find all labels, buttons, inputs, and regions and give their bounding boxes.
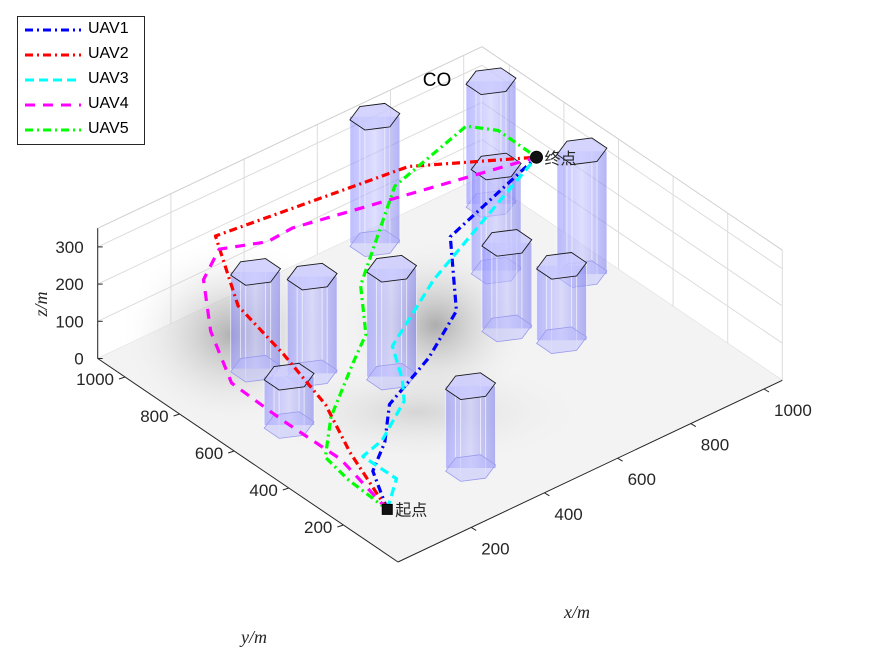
obstacle-top — [365, 254, 418, 283]
x-tick-mark — [470, 526, 477, 531]
x-tick-mark — [690, 423, 697, 428]
y-tick-mark — [228, 450, 235, 454]
legend-item-uav1: UAV1 — [18, 18, 144, 42]
legend-item-uav3: UAV3 — [18, 68, 144, 92]
y-tick-mark — [282, 487, 289, 491]
obstacle-top — [349, 102, 401, 131]
obstacle-base — [445, 454, 497, 482]
obstacle-cylinder — [556, 137, 608, 288]
y-tick-mark — [173, 413, 180, 417]
x-tick-label: 400 — [554, 505, 582, 524]
obstacle-cylinder — [365, 254, 418, 391]
legend-swatch-uav4 — [25, 103, 81, 107]
z-axis-label: z/m — [31, 291, 51, 317]
y-axis-label: y/m — [239, 627, 267, 647]
grid-line — [481, 102, 783, 307]
obstacle-cylinder — [444, 372, 497, 482]
obstacle-top — [556, 137, 608, 166]
legend-label-uav4: UAV4 — [88, 95, 129, 112]
obstacle-cylinders — [230, 67, 608, 482]
x-tick-mark — [617, 457, 623, 462]
y-tick-label: 1000 — [76, 370, 114, 389]
x-tick-mark — [544, 492, 550, 497]
grid-line — [481, 64, 783, 270]
y-tick-label: 800 — [140, 407, 168, 426]
z-tick-label: 100 — [55, 312, 83, 331]
start-marker — [381, 503, 393, 515]
legend-item-uav2: UAV2 — [18, 43, 144, 67]
legend-label-uav5: UAV5 — [88, 120, 129, 137]
obstacle-top — [481, 229, 533, 257]
y-tick-label: 600 — [195, 444, 223, 463]
obstacle-body — [287, 276, 338, 374]
y-axis-line — [97, 358, 399, 563]
obstacle-base — [349, 229, 401, 257]
x-tick-label: 800 — [701, 436, 729, 455]
legend-swatch-uav2 — [25, 53, 81, 57]
x-tick-label: 1000 — [774, 401, 812, 420]
obstacle-top — [230, 258, 282, 286]
obstacle-cylinder — [481, 229, 533, 343]
legend: UAV1 UAV2 UAV3 UAV4 UAV5 — [17, 16, 145, 145]
path-uav3 — [361, 156, 538, 510]
y-tick-label: 400 — [249, 481, 277, 500]
x-axis-label: x/m — [563, 602, 590, 622]
obstacle-cylinder — [286, 262, 338, 388]
start-label: 起点 — [395, 500, 427, 519]
legend-label-uav2: UAV2 — [88, 45, 129, 62]
grid-line — [97, 64, 483, 248]
obstacle-body — [230, 271, 281, 369]
obstacle-top — [263, 362, 315, 391]
legend-swatch-uav1 — [25, 28, 81, 32]
legend-item-uav5: UAV5 — [18, 118, 144, 142]
obstacle-cylinder — [263, 362, 315, 439]
end-label: 终点 — [544, 149, 576, 168]
z-tick-label: 0 — [74, 350, 83, 369]
grid-line — [481, 139, 783, 344]
x-tick-label: 200 — [481, 539, 509, 558]
legend-swatch-uav5 — [25, 128, 81, 132]
obstacle-cylinder — [230, 258, 282, 383]
legend-item-uav4: UAV4 — [18, 93, 144, 117]
y-tick-mark — [337, 524, 344, 528]
path-uav5 — [323, 124, 538, 511]
end-marker — [529, 150, 543, 164]
obstacle-body — [481, 242, 532, 329]
obstacle-base — [481, 314, 533, 343]
z-tick-label: 200 — [55, 275, 83, 294]
terrain-ridge — [248, 357, 588, 467]
legend-label-uav1: UAV1 — [88, 20, 129, 37]
box-edge — [481, 46, 783, 251]
grid-line — [97, 101, 483, 285]
box-edge — [97, 46, 483, 229]
obstacle-base — [536, 326, 588, 354]
x-tick-label: 600 — [628, 470, 656, 489]
obstacle-body — [445, 386, 496, 469]
obstacle-top — [465, 67, 517, 96]
y-tick-label: 200 — [304, 518, 332, 537]
obstacle-cylinder — [349, 102, 401, 257]
obstacle-top — [444, 372, 497, 400]
uav-paths — [201, 124, 538, 511]
start-end-markers: 起点 终点 — [381, 149, 576, 519]
obstacle-body — [366, 268, 417, 377]
path-uav2 — [213, 155, 537, 511]
obstacle-cylinder — [535, 252, 588, 354]
legend-swatch-uav3 — [25, 78, 81, 82]
legend-label-uav3: UAV3 — [88, 70, 129, 87]
y-tick-mark — [118, 376, 126, 380]
obstacle-body — [349, 116, 400, 244]
x-tick-mark — [763, 388, 770, 393]
z-tick-label: 300 — [55, 238, 83, 257]
terrain-surface — [97, 176, 783, 562]
obstacle-top — [535, 252, 588, 280]
obstacle-top — [286, 262, 338, 291]
axis-ticks: 2004006008001000200400600800100001002003… — [55, 228, 812, 563]
chart-title: CO — [423, 70, 452, 91]
x-axis-line — [397, 379, 783, 563]
